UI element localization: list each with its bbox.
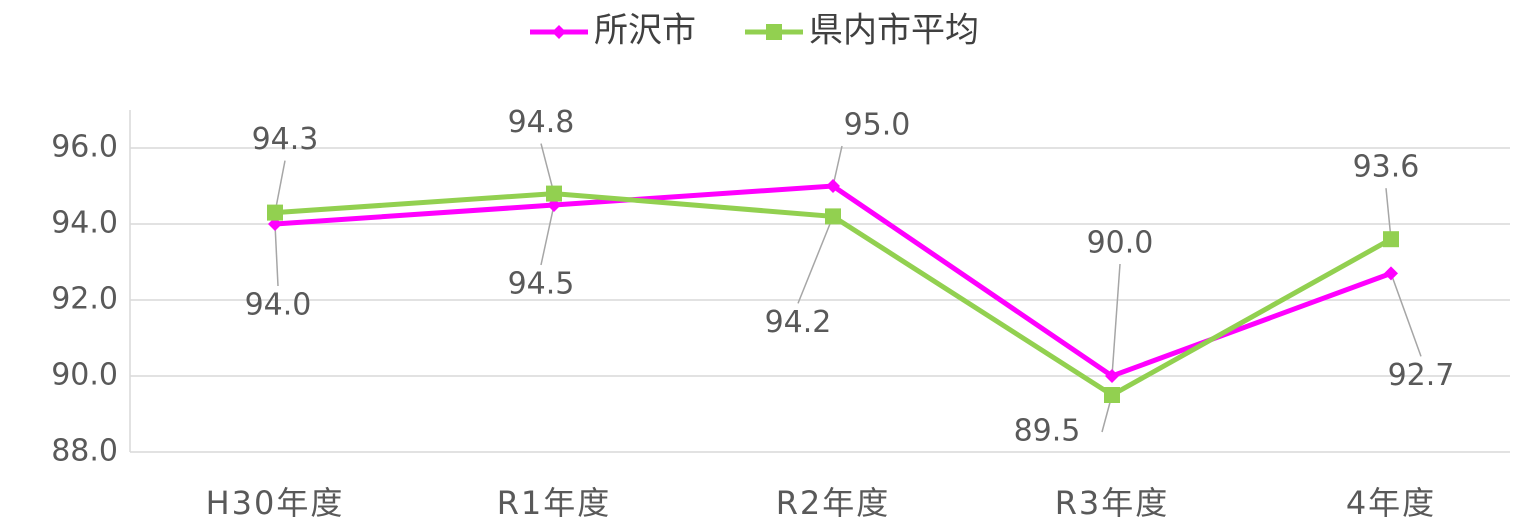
x-tick-label: R2年度 [776, 484, 891, 522]
point-marker [1105, 369, 1119, 383]
legend-marker [552, 25, 566, 39]
data-label: 94.5 [508, 267, 575, 302]
y-tick-label: 94.0 [51, 206, 118, 241]
legend-label: 所沢市 [594, 11, 696, 51]
y-tick-label: 92.0 [51, 282, 118, 317]
data-label: 93.6 [1353, 150, 1420, 185]
leader-line [540, 204, 555, 266]
point-marker [267, 204, 283, 221]
data-label: 94.8 [508, 105, 575, 140]
point-marker [825, 208, 841, 225]
point-marker [1104, 387, 1120, 403]
y-tick-label: 88.0 [51, 434, 118, 469]
leader-line [1390, 273, 1422, 357]
leader-line [1111, 263, 1121, 377]
y-tick-label: 96.0 [51, 130, 118, 165]
leader-line [832, 145, 843, 187]
point-marker [826, 179, 840, 193]
leader-line [797, 216, 834, 304]
legend-marker [766, 24, 782, 40]
data-label: 90.0 [1087, 226, 1154, 261]
data-label: 94.2 [765, 305, 832, 340]
data-label: 94.3 [252, 122, 319, 157]
leader-line [274, 160, 286, 213]
legend-label: 県内市平均 [809, 11, 979, 51]
data-label: 94.0 [245, 288, 312, 323]
x-tick-label: R3年度 [1055, 484, 1170, 522]
data-label: 92.7 [1388, 358, 1455, 393]
data-label: 95.0 [844, 108, 911, 143]
leader-line [274, 223, 279, 287]
x-tick-label: 4年度 [1346, 484, 1436, 522]
leader-line [1385, 188, 1392, 240]
point-marker [546, 185, 562, 202]
point-marker [1384, 266, 1398, 281]
y-tick-label: 90.0 [51, 358, 118, 393]
point-marker [1383, 231, 1399, 248]
data-label: 89.5 [1014, 414, 1081, 449]
x-tick-label: R1年度 [497, 484, 612, 522]
leader-line [540, 143, 555, 194]
x-tick-label: H30年度 [206, 484, 345, 522]
